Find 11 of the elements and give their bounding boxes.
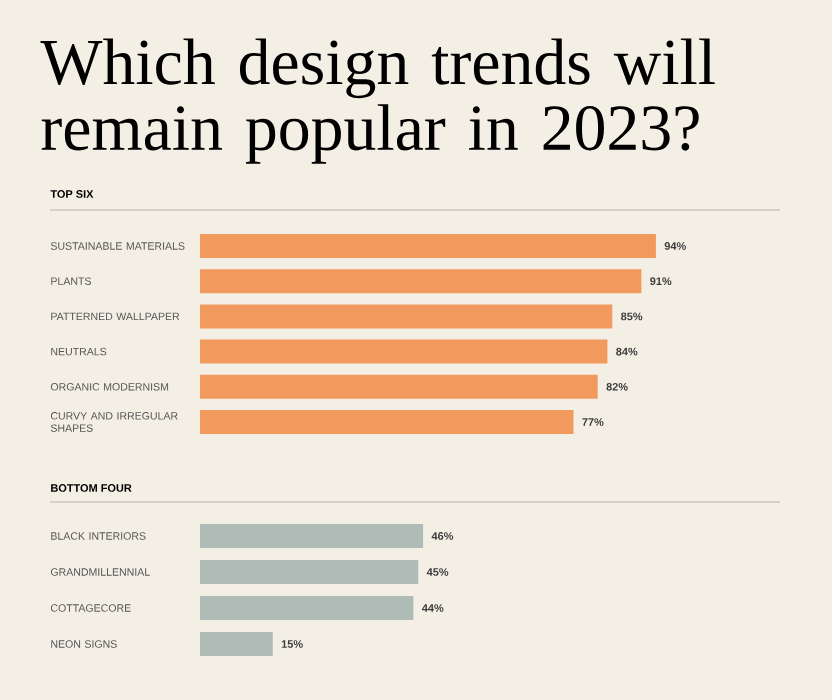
bar [200, 269, 642, 294]
bar [200, 374, 598, 399]
bar [200, 596, 414, 620]
bar [200, 234, 656, 259]
bar [200, 339, 608, 364]
bar [200, 304, 613, 329]
chart-title: Which design trends will remain popular in 2023? [40, 38, 715, 164]
bar [200, 560, 419, 584]
bar [200, 524, 424, 548]
bar [200, 632, 273, 656]
bar [200, 410, 574, 434]
